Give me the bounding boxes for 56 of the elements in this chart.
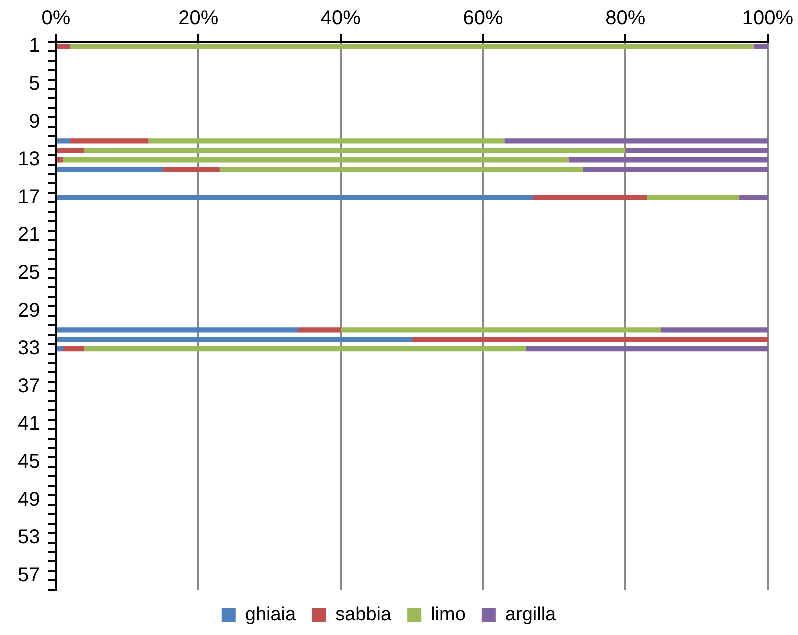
bar bbox=[340, 328, 662, 333]
y-tick-label: 37 bbox=[18, 375, 40, 398]
y-tick-label: 53 bbox=[18, 526, 40, 549]
y-tick-label: 29 bbox=[18, 300, 40, 322]
y-tick-label: 17 bbox=[18, 186, 40, 208]
bar bbox=[754, 44, 768, 50]
bar bbox=[84, 346, 526, 352]
bar bbox=[70, 44, 754, 50]
y-tick-label: 13 bbox=[18, 148, 40, 171]
bar bbox=[626, 148, 768, 154]
bar bbox=[57, 337, 412, 342]
bar bbox=[504, 138, 768, 144]
legend-label: argilla bbox=[505, 604, 557, 626]
y-tick-label: 41 bbox=[18, 413, 40, 436]
bar bbox=[582, 166, 768, 172]
bar bbox=[57, 328, 298, 333]
bar bbox=[412, 337, 768, 342]
x-tick-label: 0% bbox=[42, 8, 71, 30]
bar bbox=[163, 166, 220, 172]
bar bbox=[57, 195, 534, 200]
bar bbox=[568, 158, 768, 163]
bar bbox=[647, 195, 740, 200]
x-tick-label: 40% bbox=[320, 8, 362, 30]
bar bbox=[661, 328, 768, 333]
bar bbox=[57, 44, 70, 50]
legend-label: sabbia bbox=[336, 604, 392, 626]
bar bbox=[57, 166, 164, 172]
legend-label: limo bbox=[431, 604, 466, 626]
y-tick-label: 25 bbox=[18, 262, 40, 284]
legend-label: ghiaia bbox=[245, 604, 297, 626]
y-tick-label: 33 bbox=[18, 338, 40, 360]
bar bbox=[533, 195, 647, 200]
y-tick-label: 1 bbox=[29, 35, 40, 58]
y-tick-label: 5 bbox=[29, 73, 40, 96]
x-tick-label: 100% bbox=[742, 8, 794, 30]
bar bbox=[740, 195, 768, 200]
y-tick-label: 49 bbox=[18, 488, 40, 511]
x-tick-label: 20% bbox=[178, 8, 219, 30]
y-tick-label: 45 bbox=[18, 450, 40, 473]
y-tick-label: 21 bbox=[18, 224, 40, 246]
y-tick-label: 9 bbox=[29, 110, 40, 133]
bar bbox=[63, 346, 85, 352]
bar bbox=[57, 138, 70, 144]
bar bbox=[220, 166, 583, 172]
bar bbox=[526, 346, 768, 352]
y-tick-label: 57 bbox=[18, 564, 40, 586]
bar bbox=[84, 148, 626, 154]
bar bbox=[57, 158, 64, 163]
bar bbox=[57, 148, 85, 154]
bar bbox=[148, 138, 505, 144]
bar bbox=[63, 158, 569, 163]
bar bbox=[298, 328, 341, 333]
bar bbox=[70, 138, 149, 144]
bar bbox=[57, 346, 64, 352]
x-tick-label: 80% bbox=[606, 8, 646, 30]
x-tick-label: 60% bbox=[463, 8, 504, 30]
